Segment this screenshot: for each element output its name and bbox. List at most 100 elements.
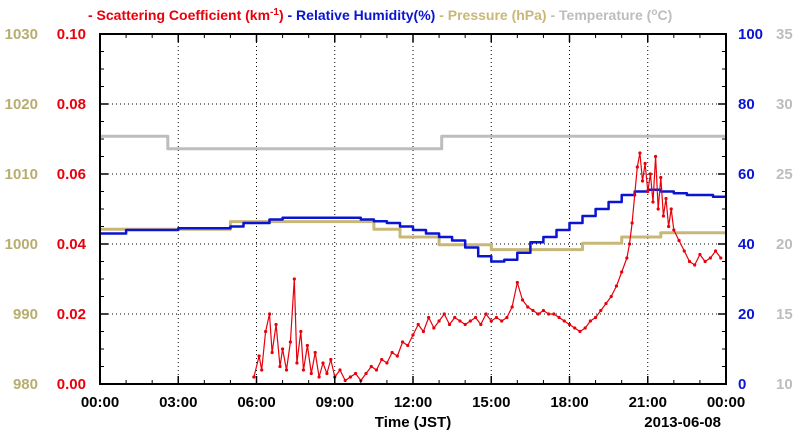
scattering-point bbox=[437, 319, 441, 323]
scattering-point bbox=[309, 371, 313, 376]
scattering-point bbox=[614, 284, 619, 288]
legend-superscript: o bbox=[651, 7, 657, 18]
temperature-tick-label: 20 bbox=[776, 236, 793, 253]
scattering-point bbox=[567, 322, 572, 327]
scattering-point bbox=[432, 326, 436, 330]
scattering-point bbox=[604, 301, 608, 306]
scattering-point bbox=[313, 350, 317, 355]
x-tick-label: 00:00 bbox=[81, 394, 119, 411]
x-tick-label: 15:00 bbox=[472, 394, 510, 411]
scattering-point bbox=[321, 361, 325, 365]
scattering-point bbox=[672, 228, 676, 232]
scattering-point bbox=[557, 315, 561, 320]
pressure-tick-label: 1000 bbox=[5, 236, 38, 253]
humidity-tick-label: 60 bbox=[738, 166, 755, 183]
scattering-point bbox=[547, 312, 551, 316]
scattering-point bbox=[301, 368, 306, 372]
series-layer bbox=[100, 134, 726, 383]
scattering-coefficient-line bbox=[253, 152, 722, 382]
legend-line: - Scattering Coefficient (km-1) - Relati… bbox=[88, 7, 672, 23]
scattering-point bbox=[640, 179, 645, 183]
scattering-point bbox=[299, 329, 303, 334]
pressure-tick-label: 1030 bbox=[5, 26, 38, 43]
x-tick-label: 03:00 bbox=[159, 394, 197, 411]
scattering-point bbox=[295, 361, 299, 365]
scattering-point bbox=[661, 214, 666, 218]
scattering-tick-label: 0.08 bbox=[57, 96, 86, 113]
pressure-tick-label: 980 bbox=[13, 376, 38, 393]
x-tick-label: 21:00 bbox=[629, 394, 667, 411]
scattering-point bbox=[687, 259, 692, 264]
scattering-point bbox=[385, 361, 389, 365]
temperature-tick-label: 10 bbox=[776, 376, 793, 393]
scattering-point bbox=[667, 224, 671, 229]
scattering-tick-label: 0.06 bbox=[57, 166, 86, 183]
scattering-point bbox=[541, 308, 546, 313]
scattering-point bbox=[500, 319, 504, 323]
scattering-point bbox=[447, 322, 452, 327]
axis-labels: 00:00 03:00 06:00 09:00 12:00 15:00 18:00 21:00… bbox=[5, 26, 793, 411]
scattering-tick-label: 0.00 bbox=[57, 376, 86, 393]
x-axis-title: Time (JST) bbox=[375, 414, 451, 431]
scattering-point bbox=[374, 368, 379, 372]
temperature-tick-label: 25 bbox=[776, 166, 793, 183]
scattering-point bbox=[599, 308, 603, 313]
scattering-point bbox=[489, 319, 493, 323]
scattering-point bbox=[317, 375, 321, 379]
scattering-point bbox=[458, 319, 462, 323]
scattering-point bbox=[515, 280, 519, 285]
scattering-point bbox=[583, 326, 587, 330]
scattering-point bbox=[278, 364, 282, 369]
scattering-point bbox=[635, 165, 639, 169]
scattering-point bbox=[468, 319, 472, 323]
scattering-point bbox=[479, 322, 483, 327]
scattering-point bbox=[442, 312, 446, 316]
scattering-point bbox=[677, 238, 681, 243]
scattering-point bbox=[274, 322, 278, 327]
scattering-point bbox=[573, 326, 577, 330]
humidity-tick-label: 80 bbox=[738, 96, 755, 113]
scattering-point bbox=[562, 319, 566, 323]
scattering-point bbox=[267, 312, 272, 316]
temperature-line bbox=[100, 134, 726, 151]
scattering-point bbox=[325, 371, 329, 376]
scattering-point bbox=[643, 161, 647, 166]
scattering-point bbox=[536, 312, 540, 316]
scattering-point bbox=[510, 305, 514, 309]
scattering-point bbox=[620, 270, 624, 274]
scattering-point bbox=[427, 315, 431, 320]
scattering-point bbox=[284, 368, 289, 372]
scattering-point bbox=[669, 207, 673, 211]
scattering-point bbox=[520, 298, 525, 302]
scattering-point bbox=[625, 256, 629, 260]
scattering-point bbox=[646, 189, 650, 194]
scattering-point bbox=[257, 354, 261, 358]
scattering-point bbox=[659, 175, 663, 180]
humidity-tick-label: 40 bbox=[738, 236, 755, 253]
scattering-point bbox=[264, 329, 268, 334]
scattering-point bbox=[588, 319, 592, 323]
scattering-point bbox=[664, 196, 668, 201]
scattering-point bbox=[505, 315, 509, 320]
scattering-point bbox=[531, 308, 535, 313]
ticks bbox=[99, 33, 727, 385]
humidity-tick-label: 20 bbox=[738, 306, 755, 323]
scattering-point bbox=[421, 329, 426, 334]
scattering-point bbox=[633, 193, 637, 197]
humidity-tick-label: 0 bbox=[738, 376, 746, 393]
scattering-point bbox=[364, 371, 368, 376]
scattering-point bbox=[343, 378, 347, 383]
scattering-point bbox=[292, 277, 296, 281]
scattering-point bbox=[474, 315, 478, 320]
legend-entry-2: - Pressure (hPa) bbox=[435, 7, 546, 23]
scattering-point bbox=[682, 249, 686, 253]
temperature-tick-label: 30 bbox=[776, 96, 793, 113]
humidity-tick-label: 100 bbox=[738, 26, 763, 43]
scattering-point bbox=[280, 347, 285, 351]
scattering-point bbox=[390, 350, 394, 355]
scattering-point bbox=[463, 322, 467, 327]
scattering-point bbox=[698, 252, 702, 257]
legend-suffix: ) bbox=[279, 7, 284, 23]
scattering-point bbox=[380, 357, 384, 362]
scattering-point bbox=[369, 364, 373, 369]
